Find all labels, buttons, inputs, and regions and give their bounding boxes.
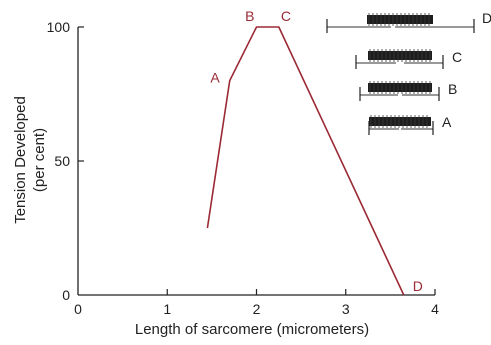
y-tick-label: 0 [62, 287, 70, 303]
sarcomere-label: A [442, 114, 452, 130]
point-label-c: C [281, 8, 291, 24]
x-tick-label: 3 [342, 301, 350, 317]
point-labels: A B C D [210, 8, 423, 294]
x-ticks: 0 1 2 3 4 [74, 289, 439, 317]
sarcomere-d: D [327, 10, 491, 33]
point-label-a: A [210, 70, 220, 86]
y-axis-title-line1: Tension Developed [12, 96, 29, 224]
axes [78, 27, 435, 295]
point-label-d: D [413, 278, 423, 294]
x-tick-label: 1 [163, 301, 171, 317]
sarcomere-b: B [360, 81, 457, 101]
thick-filament [369, 117, 431, 126]
point-label-b: B [245, 8, 254, 24]
x-tick-label: 2 [253, 301, 261, 317]
y-tick-label: 50 [54, 153, 70, 169]
sarcomere-label: D [482, 10, 491, 26]
sarcomere-diagrams: D CB A [327, 10, 491, 135]
y-axis-title-line2: (per cent) [31, 128, 48, 192]
x-tick-label: 4 [431, 301, 439, 317]
sarcomere-c: C [356, 49, 462, 69]
sarcomere-a: A [369, 114, 452, 135]
tension-curve [207, 27, 403, 295]
x-axis-title: Length of sarcomere (micrometers) [135, 321, 369, 338]
sarcomere-label: B [448, 81, 457, 97]
y-tick-label: 100 [47, 19, 71, 35]
sarcomere-label: C [452, 49, 462, 65]
x-tick-label: 0 [74, 301, 82, 317]
series [207, 27, 403, 295]
